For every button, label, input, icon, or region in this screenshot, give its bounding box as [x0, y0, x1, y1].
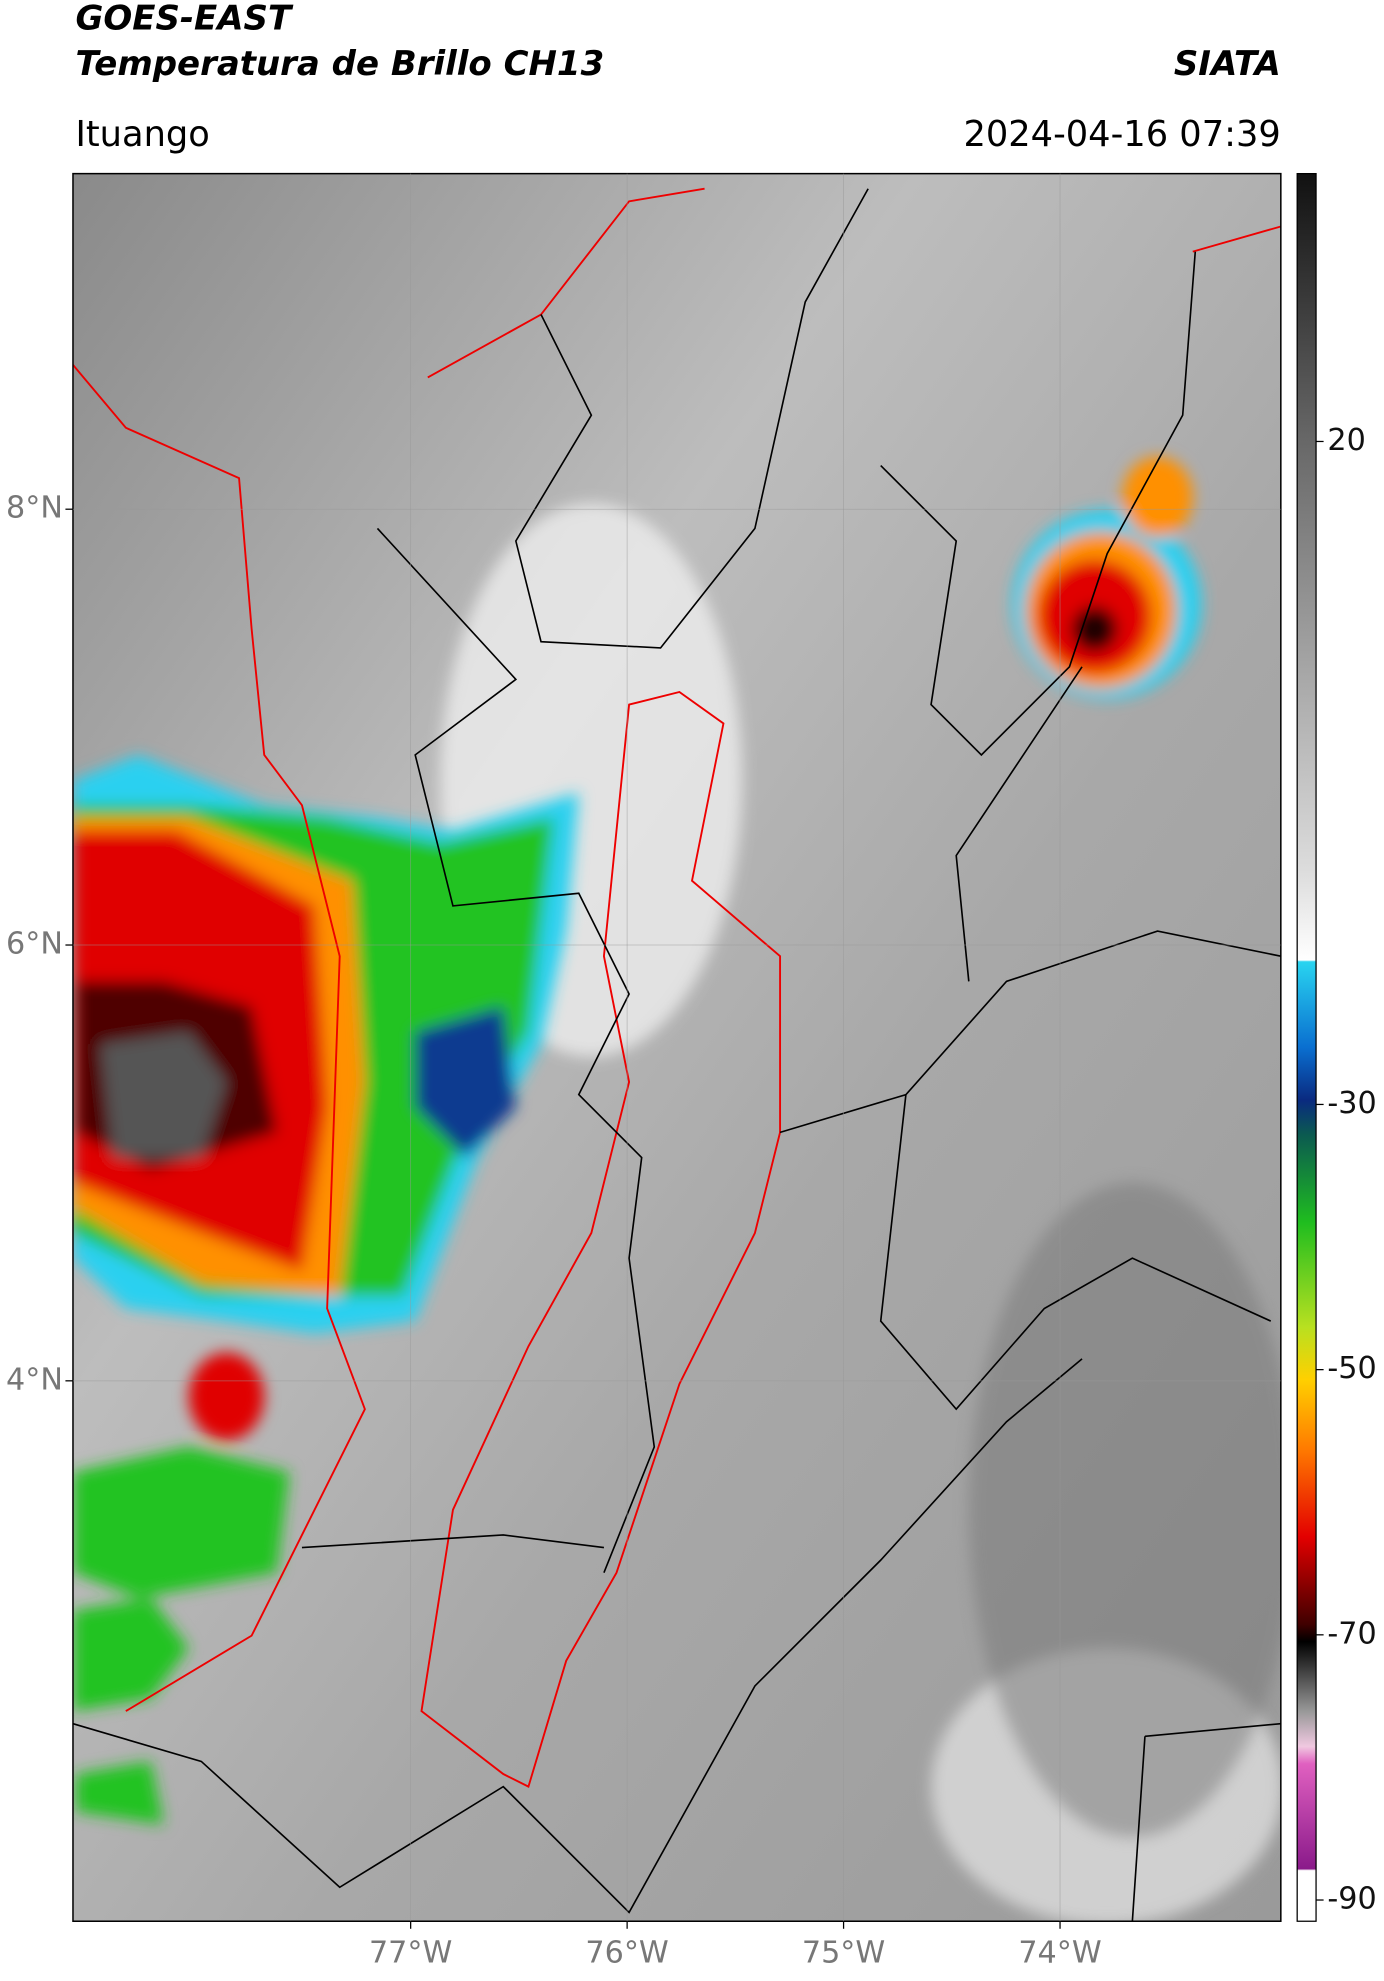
agency: SIATA: [1174, 44, 1281, 84]
colorbar-tick-label: -70: [1327, 1616, 1376, 1651]
lat-tick-label: 8°N: [6, 491, 63, 526]
title: GOES-EAST: [75, 0, 293, 39]
colorbar-tick-label: -30: [1327, 1086, 1376, 1121]
datetime: 2024-04-16 07:39: [963, 114, 1280, 155]
lon-tick-label: 74°W: [1018, 1935, 1101, 1970]
location: Ituango: [75, 114, 209, 155]
lon-tick-label: 76°W: [585, 1935, 668, 1970]
colorbar-tick-label: 20: [1327, 423, 1365, 458]
lat-tick-label: 6°N: [6, 927, 63, 962]
lon-tick-label: 77°W: [369, 1935, 452, 1970]
satellite-image: [72, 173, 1281, 1922]
lon-tick-label: 75°W: [802, 1935, 885, 1970]
subtitle: Temperatura de Brillo CH13: [75, 44, 604, 84]
colorbar-tick-label: -90: [1327, 1882, 1376, 1917]
map-frame: [72, 172, 1282, 1922]
lat-tick-label: 4°N: [6, 1362, 63, 1397]
colorbar-tick-label: -50: [1327, 1351, 1376, 1386]
colorbar: [1296, 172, 1317, 1922]
